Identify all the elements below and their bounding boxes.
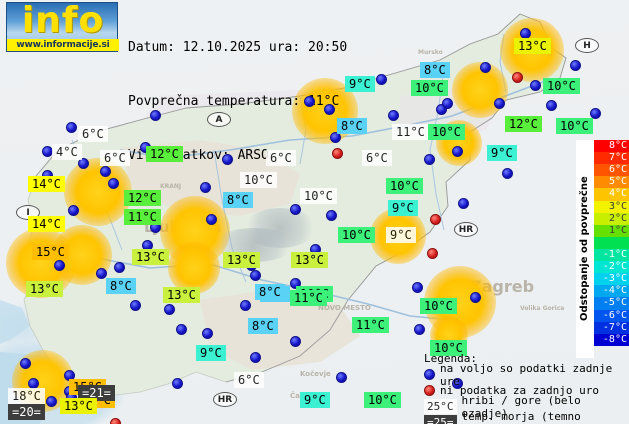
temperature-chip: 10°C	[240, 172, 277, 188]
legend-label-sea: temp. morja (temno ozadje)	[461, 409, 581, 424]
temperature-chip: 10°C	[543, 78, 580, 94]
legend-label-available: na voljo so podatki zadnje ure	[440, 361, 613, 388]
temperature-chip: 9°C	[300, 392, 330, 408]
temperature-chip: 8°C	[106, 278, 136, 294]
color-scale-tick: 6°C	[594, 164, 629, 177]
color-scale-tick: -4°C	[594, 285, 629, 298]
header-average-temperature: Povprečna temperatura: 11°C	[128, 94, 340, 109]
warm-blob	[168, 242, 220, 294]
temperature-chip: 6°C	[362, 150, 392, 166]
temperature-chip: 8°C	[255, 284, 285, 300]
blue-dot-icon	[424, 369, 435, 380]
temperature-chip: 9°C	[388, 200, 418, 216]
temperature-chip: 11°C	[290, 290, 327, 306]
temperature-chip: =20=	[8, 404, 45, 420]
temperature-chip: 13°C	[223, 252, 260, 268]
temperature-chip: 13°C	[291, 252, 328, 268]
svg-text:Kočevje: Kočevje	[300, 370, 331, 378]
temperature-chip: 10°C	[364, 392, 401, 408]
temperature-chip: 6°C	[100, 150, 130, 166]
temperature-chip: 13°C	[132, 249, 169, 265]
hill-sample-chip: 25°C	[424, 399, 457, 414]
temperature-chip: =21=	[78, 385, 115, 401]
color-scale-tick: 7°C	[594, 152, 629, 165]
temperature-chip: 8°C	[420, 62, 450, 78]
legend-title: Legenda:	[424, 352, 477, 365]
color-scale-tick: -6°C	[594, 309, 629, 322]
temperature-chip: 10°C	[428, 124, 465, 140]
temperature-chip: 9°C	[386, 227, 416, 243]
temperature-chip: 8°C	[223, 192, 253, 208]
legend-row-sea: =25= temp. morja (temno ozadje)	[424, 410, 620, 424]
country-code-marker: HR	[454, 222, 478, 237]
temperature-chip: 18°C	[8, 388, 45, 404]
header-date-time: Datum: 12.10.2025 ura: 20:50	[128, 40, 348, 55]
color-scale-tick	[594, 236, 629, 249]
temperature-chip: 13°C	[60, 398, 97, 414]
logo-url: www.informacije.si	[7, 39, 119, 51]
svg-text:Velika Gorica: Velika Gorica	[520, 305, 564, 312]
color-scale-tick: -2°C	[594, 261, 629, 274]
country-code-marker: A	[207, 112, 231, 127]
color-scale-bar: 8°C 7°C 6°C 5°C 4°C 3°C 2°C 1°C -1°C -2°C -3°C -4°C…	[594, 140, 629, 358]
temperature-chip: 11°C	[352, 317, 389, 333]
legend-label-missing: ni podatka za zadnjo uro	[440, 384, 599, 397]
temperature-chip: 10°C	[338, 227, 375, 243]
color-scale-tick: 2°C	[594, 212, 629, 225]
temperature-chip: 14°C	[28, 216, 65, 232]
color-scale-title: Odstopanje od povprečne temperature:	[576, 140, 608, 358]
sea-sample-chip: =25=	[424, 415, 457, 424]
temperature-chip: 9°C	[487, 145, 517, 161]
deviation-color-scale: Odstopanje od povprečne temperature: 8°C…	[576, 140, 629, 358]
temperature-chip: 11°C	[392, 124, 429, 140]
svg-text:Mursko: Mursko	[418, 49, 443, 56]
color-scale-tick: -8°C	[594, 333, 629, 346]
red-dot-icon	[424, 385, 435, 396]
country-code-marker: HR	[213, 392, 237, 407]
legend: Legenda: na voljo so podatki zadnje ure …	[424, 352, 620, 424]
temperature-chip: 12°C	[146, 146, 183, 162]
temperature-chip: 9°C	[345, 76, 375, 92]
temperature-chip: 10°C	[556, 118, 593, 134]
country-code-marker: H	[575, 38, 599, 53]
temperature-chip: 13°C	[163, 287, 200, 303]
temperature-chip: 10°C	[411, 80, 448, 96]
color-scale-tick: -5°C	[594, 297, 629, 310]
color-scale-tick: 5°C	[594, 176, 629, 189]
temperature-chip: 14°C	[28, 176, 65, 192]
legend-label-hills: hribi / gore (belo ozadje)	[461, 393, 581, 420]
temperature-chip: 6°C	[78, 126, 108, 142]
temperature-chip: 4°C	[52, 144, 82, 160]
legend-row-hills: 25°C hribi / gore (belo ozadje)	[424, 394, 620, 420]
legend-row-available: na voljo so podatki zadnje ure	[424, 362, 620, 388]
svg-text:NOVO MESTO: NOVO MESTO	[318, 304, 371, 312]
temperature-chip: 6°C	[266, 150, 296, 166]
temperature-chip: 13°C	[26, 281, 63, 297]
temperature-chip: 10°C	[420, 298, 457, 314]
temperature-chip: 8°C	[248, 318, 278, 334]
temperature-chip: 13°C	[514, 38, 551, 54]
temperature-chip: 10°C	[386, 178, 423, 194]
svg-text:KRANJ: KRANJ	[160, 183, 181, 190]
temperature-chip: 9°C	[196, 345, 226, 361]
temperature-chip: 10°C	[300, 188, 337, 204]
logo-wordmark: info	[21, 0, 105, 41]
site-logo[interactable]: info www.informacije.si	[6, 0, 119, 52]
temperature-chip: 6°C	[234, 372, 264, 388]
color-scale-tick: 1°C	[594, 224, 629, 237]
color-scale-tick: 3°C	[594, 200, 629, 213]
color-scale-tick: -7°C	[594, 321, 629, 334]
color-scale-tick: -3°C	[594, 273, 629, 286]
temperature-chip: 10°C	[430, 340, 467, 356]
temperature-chip: 12°C	[505, 116, 542, 132]
legend-row-missing: ni podatka za zadnjo uro	[424, 383, 599, 398]
temperature-chip: 12°C	[124, 190, 161, 206]
color-scale-tick: 8°C	[594, 140, 629, 153]
temperature-chip: 15°C	[32, 244, 69, 260]
color-scale-tick: -1°C	[594, 248, 629, 262]
color-scale-tick: 4°C	[594, 188, 629, 201]
temperature-chip: 8°C	[337, 118, 367, 134]
temperature-chip: 11°C	[124, 209, 161, 225]
